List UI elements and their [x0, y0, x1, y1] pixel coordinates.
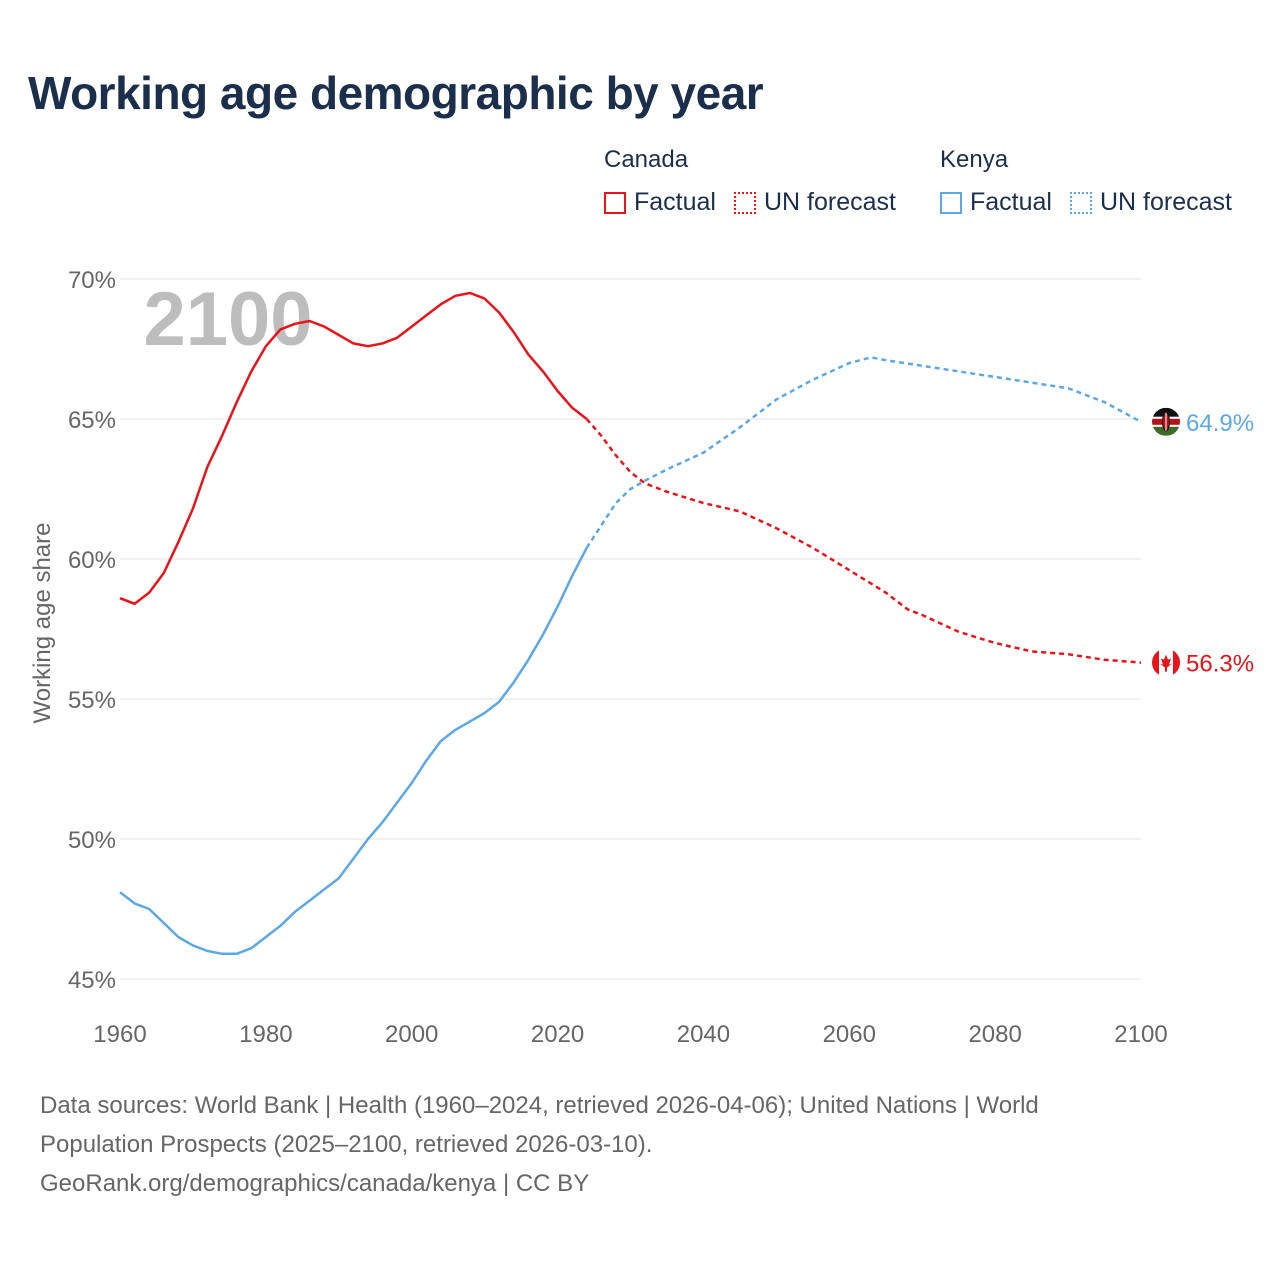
- canada-forecast-line[interactable]: [585, 418, 1142, 664]
- legend-canada-factual-swatch: [604, 191, 626, 214]
- footer-line-1: Data sources: World Bank | Health (1960–…: [40, 1092, 1039, 1119]
- canada-end-value-label: 56.3%: [1186, 651, 1254, 678]
- legend-canada-forecast[interactable]: UN forecast: [733, 188, 896, 217]
- legend-canada-factual-label: Factual: [634, 188, 716, 216]
- chart-title: Working age demographic by year: [28, 67, 764, 119]
- x-tick-label: 2000: [385, 1021, 438, 1048]
- kenya-flag-icon: [1152, 407, 1180, 436]
- y-tick-label: 70%: [68, 267, 116, 294]
- kenya-forecast-line[interactable]: [585, 356, 1142, 549]
- y-tick-label: 60%: [68, 547, 116, 574]
- legend-kenya: Kenya Factual UN forecast: [940, 146, 1250, 217]
- kenya-factual-line[interactable]: [119, 547, 588, 956]
- y-tick-label: 65%: [68, 407, 116, 434]
- x-tick-label: 1960: [93, 1021, 146, 1048]
- y-tick-label: 55%: [68, 687, 116, 714]
- x-tick-label: 2060: [823, 1021, 876, 1048]
- legend-kenya-forecast-swatch: [1069, 191, 1092, 214]
- kenya-end-value-label: 64.9%: [1186, 410, 1254, 437]
- legend-canada-title: Canada: [604, 146, 689, 173]
- x-tick-label: 2100: [1114, 1021, 1167, 1048]
- legend-kenya-title: Kenya: [940, 146, 1009, 173]
- data-source-footer: Data sources: World Bank | Health (1960–…: [40, 1086, 1190, 1203]
- x-tick-label: 2080: [968, 1021, 1021, 1048]
- legend-canada: Canada Factual UN forecast: [604, 146, 914, 217]
- legend-kenya-factual-swatch: [940, 191, 962, 214]
- year-watermark: 2100: [143, 277, 312, 362]
- canada-factual-line[interactable]: [119, 291, 588, 606]
- y-tick-label: 45%: [68, 967, 116, 994]
- footer-line-2: Population Prospects (2025–2100, retriev…: [40, 1131, 653, 1158]
- legend-kenya-forecast-label: UN forecast: [1099, 188, 1232, 216]
- legend-kenya-factual[interactable]: Factual: [940, 188, 1052, 217]
- x-tick-label: 2040: [677, 1021, 730, 1048]
- legend-canada-forecast-swatch: [733, 191, 756, 214]
- canada-flag-icon: [1152, 648, 1180, 677]
- x-tick-label: 1980: [239, 1021, 292, 1048]
- legend-canada-factual[interactable]: Factual: [604, 188, 716, 217]
- legend-kenya-forecast[interactable]: UN forecast: [1069, 188, 1232, 217]
- y-axis-title: Working age share: [29, 523, 56, 724]
- legend-canada-forecast-label: UN forecast: [763, 188, 896, 216]
- y-tick-label: 50%: [68, 827, 116, 854]
- legend-kenya-factual-label: Factual: [970, 188, 1052, 216]
- x-tick-label: 2020: [531, 1021, 584, 1048]
- line-chart: 45% 50% 55% 60% 65% 70% 1960 1980 2000 2020 2040 20…: [29, 267, 1254, 1048]
- footer-line-3: GeoRank.org/demographics/canada/kenya | …: [40, 1170, 590, 1197]
